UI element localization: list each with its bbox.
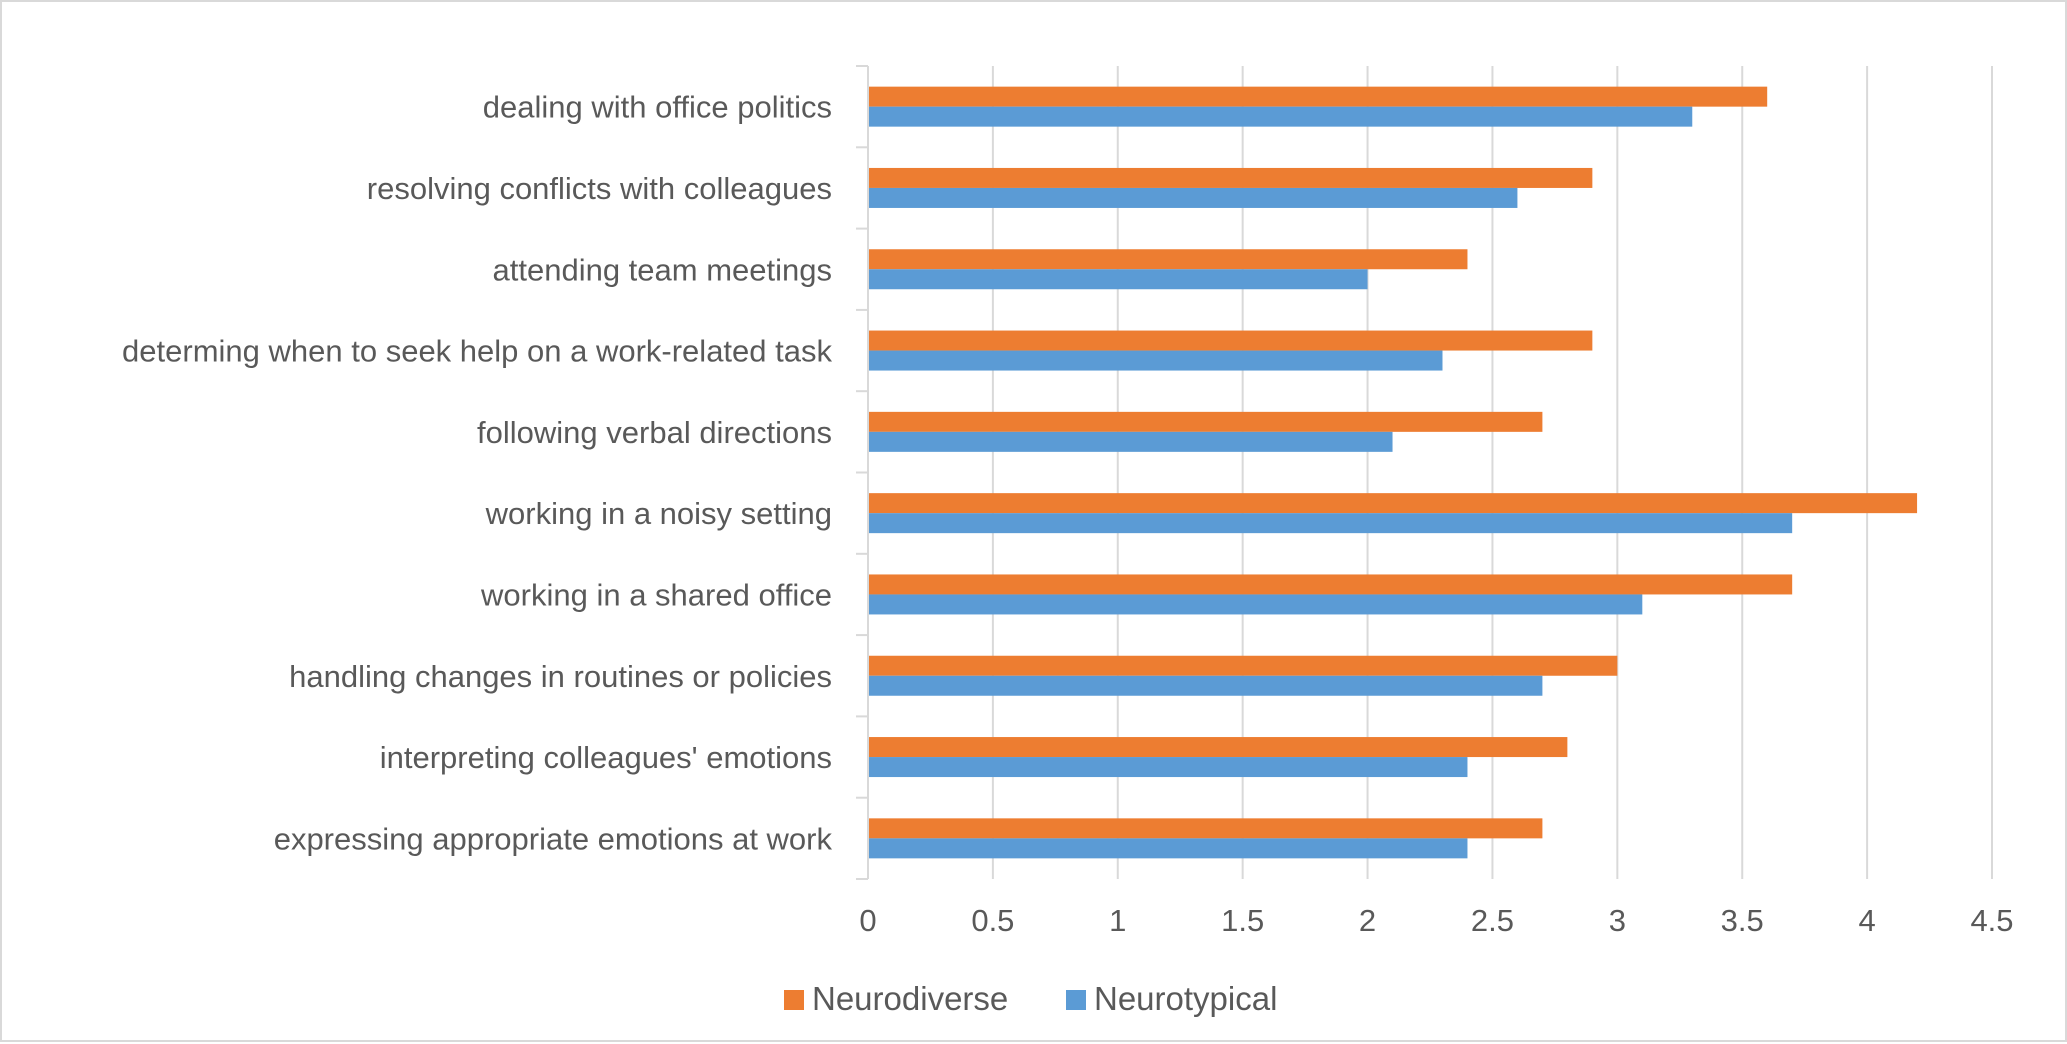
x-tick-label: 4.5 [1970, 903, 2013, 938]
x-tick-label: 2.5 [1471, 903, 1514, 938]
x-tick-label: 1.5 [1221, 903, 1264, 938]
bar-neurodiverse [868, 574, 1793, 595]
category-label: handling changes in routines or policies [289, 659, 832, 694]
bar-neurodiverse [868, 655, 1618, 676]
x-tick-label: 0 [859, 903, 876, 938]
bar-neurodiverse [868, 493, 1918, 514]
x-tick-label: 3 [1609, 903, 1626, 938]
bar-neurodiverse [868, 167, 1593, 188]
legend-swatch [1066, 990, 1086, 1010]
x-tick-label: 3.5 [1721, 903, 1764, 938]
legend-label: Neurodiverse [812, 980, 1008, 1017]
category-label: interpreting colleagues' emotions [380, 740, 832, 775]
category-label: determing when to seek help on a work-re… [122, 334, 832, 369]
y-axis [856, 65, 869, 880]
bar-neurodiverse [868, 737, 1568, 758]
legend: Neurodiverse Neurotypical [784, 980, 1277, 1017]
x-tick-label: 4 [1858, 903, 1875, 938]
category-label: attending team meetings [493, 252, 833, 287]
category-label: resolving conflicts with colleagues [367, 171, 832, 206]
bar-neurotypical [868, 431, 1393, 452]
bar-neurotypical [868, 269, 1368, 290]
bar-neurotypical [868, 187, 1518, 208]
bar-neurodiverse [868, 86, 1768, 107]
bar-neurodiverse [868, 818, 1543, 839]
category-label: dealing with office politics [483, 90, 832, 125]
bar-neurotypical [868, 594, 1643, 615]
category-labels: dealing with office politics resolving co… [122, 90, 832, 857]
category-label: expressing appropriate emotions at work [274, 821, 833, 856]
x-tick-label: 1 [1109, 903, 1126, 938]
category-label: working in a shared office [480, 577, 832, 612]
bar-neurodiverse [868, 249, 1468, 270]
bar-neurotypical [868, 350, 1443, 371]
legend-swatch [784, 990, 804, 1010]
legend-label: Neurotypical [1094, 980, 1277, 1017]
category-label: following verbal directions [477, 415, 832, 450]
x-tick-label: 0.5 [971, 903, 1014, 938]
bar-neurotypical [868, 106, 1693, 127]
category-label: working in a noisy setting [485, 496, 832, 531]
x-tick-label: 2 [1359, 903, 1376, 938]
bar-neurotypical [868, 675, 1543, 696]
bar-neurotypical [868, 838, 1468, 859]
bar-neurotypical [868, 513, 1793, 534]
x-tick-labels: 0 0.5 1 1.5 2 2.5 3 3.5 4 4.5 [859, 903, 2013, 938]
bar-neurodiverse [868, 330, 1593, 351]
bar-neurodiverse [868, 411, 1543, 432]
bars [868, 86, 1918, 859]
bar-neurotypical [868, 757, 1468, 778]
